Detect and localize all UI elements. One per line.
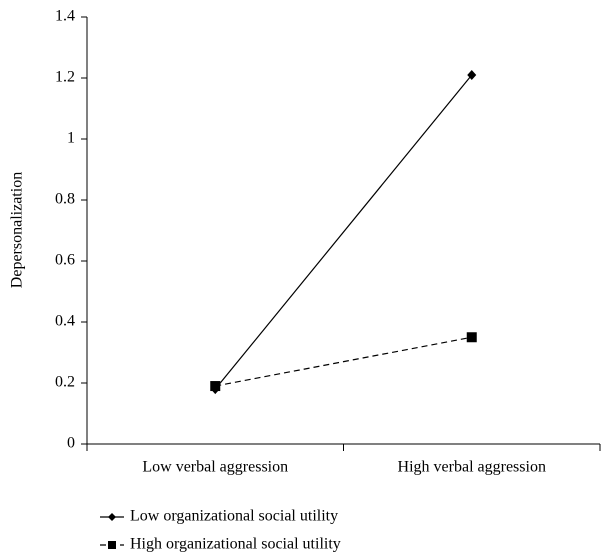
legend-marker	[108, 513, 116, 521]
x-tick-label: High verbal aggression	[398, 459, 546, 476]
y-tick-label: 0.6	[55, 252, 75, 269]
y-tick-label: 1	[67, 130, 75, 147]
series-line	[214, 74, 473, 390]
y-tick-label: 0.2	[55, 374, 75, 391]
y-tick-label: 1.4	[55, 8, 75, 25]
x-tick-label: Low verbal aggression	[142, 459, 288, 476]
marker	[210, 381, 221, 392]
series-line	[215, 336, 472, 387]
legend-marker	[108, 541, 116, 549]
y-axis-label: Depersonalization	[9, 172, 26, 288]
legend-label: Low organizational social utility	[130, 508, 338, 525]
y-tick-label: 0.4	[55, 313, 75, 330]
marker	[467, 69, 477, 80]
y-tick-label: 0.8	[55, 191, 75, 208]
legend-label: High organizational social utility	[130, 536, 341, 553]
marker	[466, 332, 477, 343]
y-tick-label: 1.2	[55, 69, 75, 86]
y-tick-label: 0	[67, 435, 75, 452]
